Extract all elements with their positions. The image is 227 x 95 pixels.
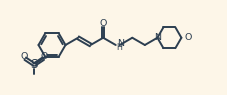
Text: N: N <box>117 39 124 48</box>
Text: O: O <box>184 33 192 42</box>
Text: O: O <box>21 52 28 61</box>
Text: H: H <box>117 44 123 53</box>
Text: N: N <box>154 33 161 42</box>
Text: O: O <box>99 19 107 28</box>
Text: S: S <box>31 58 38 71</box>
Text: O: O <box>41 52 48 61</box>
